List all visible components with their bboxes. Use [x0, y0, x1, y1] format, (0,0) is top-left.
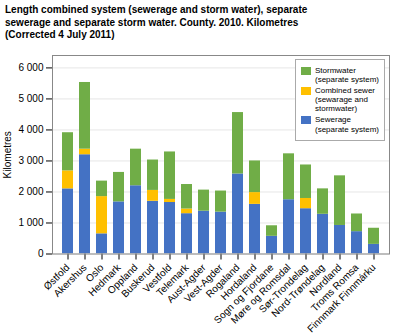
- svg-text:Kilometres: Kilometres: [2, 131, 13, 178]
- svg-text:Sør-Trondelag: Sør-Trondelag: [256, 261, 310, 315]
- svg-text:Hedmark: Hedmark: [86, 261, 123, 298]
- svg-text:Hordaland: Hordaland: [218, 261, 259, 302]
- svg-text:2 000: 2 000: [18, 186, 43, 197]
- svg-text:1 000: 1 000: [18, 217, 43, 228]
- svg-text:Oslo: Oslo: [83, 261, 106, 284]
- svg-text:Aust-Agder: Aust-Agder: [164, 261, 208, 305]
- svg-text:Telemark: Telemark: [154, 261, 191, 298]
- svg-text:Akershus: Akershus: [51, 261, 88, 298]
- html-text:Combined sewer (sewarage and s: Combined sewer (sewarage and stormwater): [315, 85, 375, 114]
- svg-text:Buskerud: Buskerud: [119, 261, 157, 299]
- svg-text:Nord-Trøndelag: Nord-Trøndelag: [269, 261, 327, 319]
- svg-text:Vest-Agder: Vest-Agder: [181, 261, 225, 304]
- svg-text:Vestfold: Vestfold: [140, 261, 174, 295]
- svg-text:6 000: 6 000: [18, 62, 43, 73]
- svg-text:5 000: 5 000: [18, 93, 43, 104]
- svg-text:Møre og Romsdal: Møre og Romsdal: [228, 261, 293, 326]
- svg-text:3 000: 3 000: [18, 155, 43, 166]
- svg-text:4 000: 4 000: [18, 124, 43, 135]
- svg-text:Nordland: Nordland: [307, 261, 344, 298]
- svg-text:Østfold: Østfold: [41, 261, 72, 292]
- html-text:Stormwater (separate system): Stormwater (separate system): [315, 65, 379, 84]
- svg-text:Finnmark Finnmárku: Finnmark Finnmárku: [305, 261, 378, 333]
- svg-text:Rogaland: Rogaland: [203, 261, 242, 300]
- svg-text:Sogn og Fjordane: Sogn og Fjordane: [211, 261, 276, 326]
- html-text:Sewerage (separate system): Sewerage (separate system): [315, 115, 379, 134]
- svg-text:0: 0: [38, 248, 44, 259]
- html-text:Length combined system (sewera: Length combined system (sewerage and sto…: [5, 4, 308, 40]
- svg-text:Troms Romsa: Troms Romsa: [308, 261, 361, 314]
- svg-text:Oppland: Oppland: [105, 261, 140, 296]
